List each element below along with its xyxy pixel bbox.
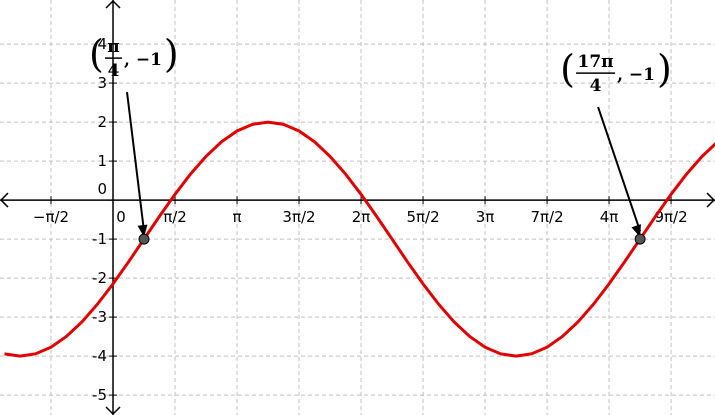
point [138,233,150,245]
x-tick-label: 4π [600,208,619,226]
paren: ( [560,47,575,91]
y-tick-label: -5 [92,386,107,404]
y-tick-label: 2 [97,113,107,131]
label-rest: , −1 [617,65,655,85]
y-tick-label: 1 [97,152,107,170]
y-tick-label: -4 [92,347,107,365]
x-tick-label: 2π [352,208,371,226]
paren: ) [164,32,179,76]
x-tick-label: 9π/2 [654,208,687,226]
y-tick-label: -3 [92,308,107,326]
label-denominator: 4 [108,61,120,81]
y-tick-label: -1 [92,230,107,248]
x-tick-label: −π/2 [33,208,69,226]
arrow [597,106,642,232]
point [634,233,646,245]
label-rest: , −1 [124,50,162,70]
x-tick-label: 0 [116,208,126,226]
plot-area [4,120,715,358]
y-tick-label: 3 [97,74,107,92]
x-tick-label: π/2 [163,208,187,226]
x-tick-label: 3π [476,208,495,226]
label-numerator: 17π [578,52,614,72]
y-tick-label: 4 [97,35,107,53]
curve [4,120,715,358]
x-tick-label: π [233,208,242,226]
label-numerator: π [107,37,119,57]
x-tick-label: 3π/2 [282,208,315,226]
paren: ) [657,47,672,91]
arrow [126,91,145,232]
x-tick-label: 7π/2 [530,208,563,226]
y-tick-label: 0 [97,180,107,198]
paren: ( [89,32,104,76]
arrow-head [137,224,148,238]
y-tick-label: -2 [92,269,107,287]
label-denominator: 4 [590,76,602,96]
x-tick-label: 5π/2 [406,208,439,226]
